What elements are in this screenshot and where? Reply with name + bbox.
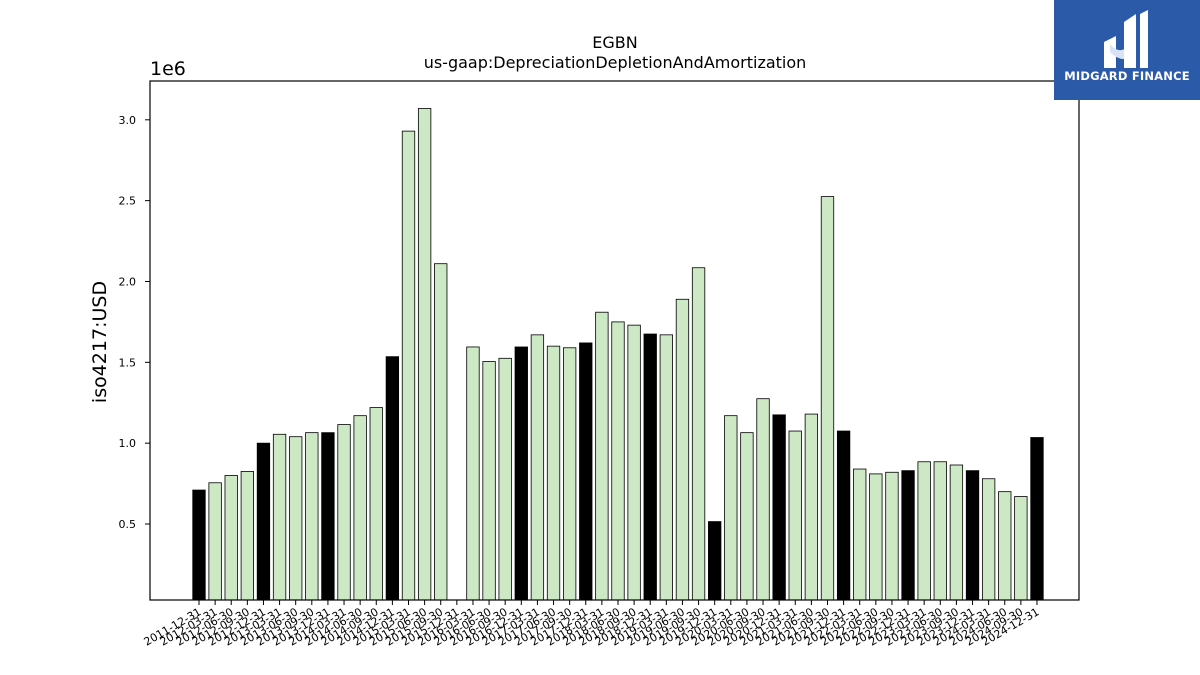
y-multiplier-label: 1e6 — [150, 58, 186, 80]
bar-2022-06-30 — [869, 473, 883, 601]
plot-frame — [149, 80, 1080, 601]
bar-2018-09-30 — [627, 324, 641, 601]
bar-2014-03-31 — [337, 424, 351, 601]
bar-2019-12-31 — [708, 521, 722, 601]
bar-2021-06-30 — [804, 413, 819, 601]
bar-2022-12-31 — [901, 470, 915, 601]
bar-2020-09-30 — [756, 398, 770, 601]
chart-subtitle: us-gaap:DepreciationDepletionAndAmortiza… — [424, 53, 807, 72]
y-tick-label: 3.0 — [119, 114, 137, 127]
midgard-finance-logo: MIDGARD FINANCE — [1054, 0, 1200, 100]
bar-2016-03-31 — [466, 346, 480, 601]
bar-2012-09-30 — [240, 471, 254, 601]
y-tick-label: 2.0 — [119, 275, 137, 288]
bar-2019-03-31 — [659, 334, 673, 601]
bar-2022-09-30 — [885, 471, 899, 601]
bar-2017-12-31 — [579, 342, 593, 601]
y-tick-label: 1.0 — [119, 437, 137, 450]
y-tick-label: 2.5 — [119, 195, 137, 208]
bar-2023-12-31 — [965, 470, 980, 601]
bar-2017-03-31 — [530, 334, 545, 601]
bar-2020-12-31 — [772, 414, 786, 601]
bar-2012-06-30 — [224, 475, 238, 601]
y-axis-label: iso4217:USD — [89, 281, 111, 403]
bar-2023-06-30 — [933, 461, 947, 601]
bar-2014-12-31 — [385, 356, 400, 601]
bar-2018-06-30 — [611, 321, 625, 601]
bar-2014-06-30 — [353, 415, 367, 601]
bar-2019-06-30 — [675, 298, 690, 601]
y-tick-label: 0.5 — [119, 518, 137, 531]
bar-2014-09-30 — [369, 407, 383, 601]
bar-2013-12-31 — [321, 432, 335, 601]
bar-2021-03-31 — [788, 430, 802, 601]
bar-2021-09-30 — [820, 196, 835, 601]
bar-2017-09-30 — [562, 347, 577, 601]
bar-2024-12-31 — [1030, 437, 1044, 601]
bar-2023-03-31 — [917, 461, 931, 601]
bar-2024-06-30 — [998, 491, 1012, 601]
bar-2020-06-30 — [740, 432, 754, 601]
bar-2012-12-31 — [256, 442, 271, 601]
bar-2016-09-30 — [498, 357, 512, 601]
bar-2018-03-31 — [595, 311, 609, 601]
chart-title: EGBN — [592, 33, 637, 52]
bar-2018-12-31 — [643, 333, 657, 601]
bar-2022-03-31 — [853, 468, 867, 601]
bar-2016-06-30 — [482, 361, 496, 601]
bar-2013-06-30 — [289, 436, 303, 601]
bar-2019-09-30 — [691, 267, 706, 601]
bar-2015-09-30 — [434, 263, 448, 601]
bar-2024-03-31 — [981, 478, 996, 601]
bar-2023-09-30 — [949, 464, 964, 601]
bar-2015-06-30 — [417, 108, 432, 601]
bar-2017-06-30 — [546, 345, 561, 601]
logo-text: MIDGARD FINANCE — [1064, 69, 1190, 83]
bar-2024-09-30 — [1014, 496, 1028, 601]
x-ticks-group: 2011-12-312012-03-312012-06-302012-09-30… — [142, 600, 1041, 649]
bars-group — [192, 108, 1044, 601]
bar-2015-03-31 — [401, 130, 416, 601]
bar-2013-09-30 — [305, 432, 319, 601]
bar-2016-12-31 — [514, 346, 528, 601]
bar-2011-12-31 — [192, 489, 206, 601]
bar-2013-03-31 — [272, 433, 287, 601]
logo-mark-icon — [1104, 10, 1148, 68]
bar-2012-03-31 — [208, 482, 222, 601]
y-ticks-group: 0.5 1.0 1.5 2.0 2.5 3.0 — [119, 114, 150, 531]
bar-2020-03-31 — [724, 415, 738, 601]
bar-2021-12-31 — [836, 430, 851, 601]
y-tick-label: 1.5 — [119, 356, 137, 369]
